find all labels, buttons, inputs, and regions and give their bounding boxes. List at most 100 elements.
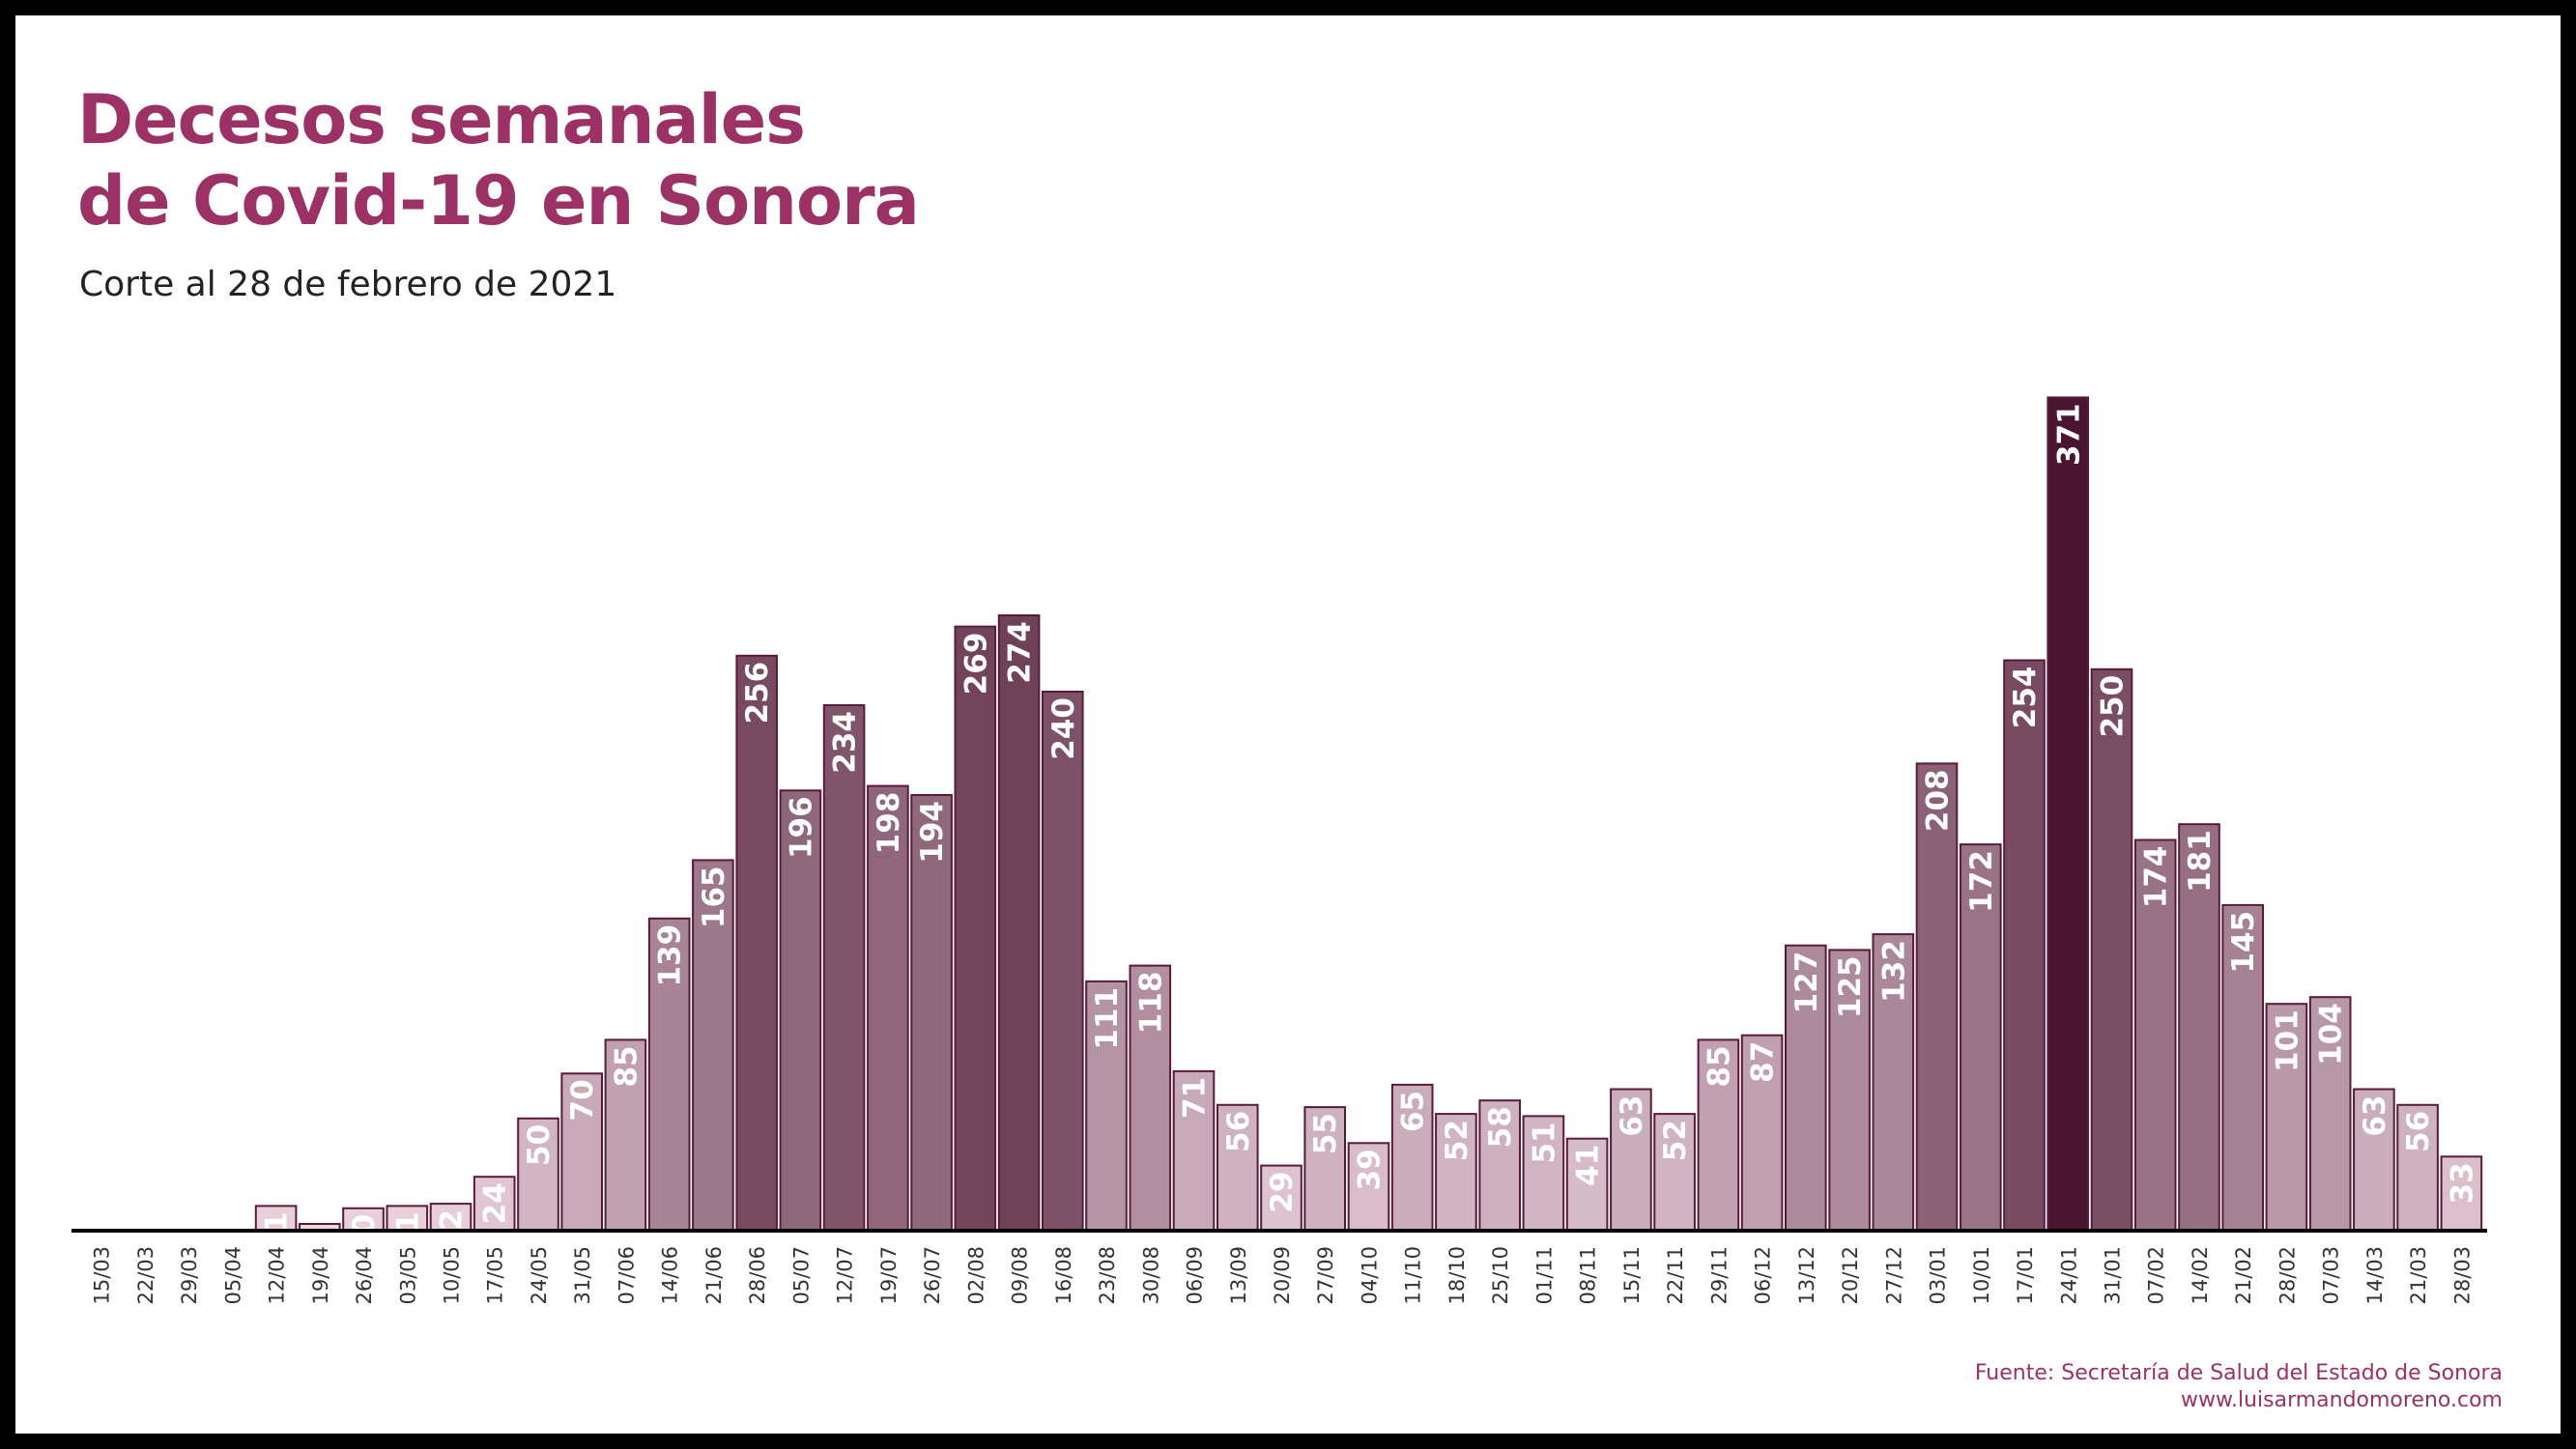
x-tick-label: 02/08 [964,1246,987,1305]
bar-value-label: 63 [1615,1095,1649,1137]
bar-value-label: 181 [2183,830,2218,893]
title-line-2: de Covid-19 en Sonora [77,161,920,241]
x-tick-label: 18/10 [1445,1246,1469,1305]
bar-value-label: 234 [828,711,863,774]
x-tick-label: 09/08 [1009,1246,1032,1305]
x-tick-label: 28/03 [2450,1246,2474,1305]
x-tick-label: 14/03 [2363,1246,2387,1305]
bar-value-label: 56 [2401,1111,2436,1152]
x-tick-label: 10/01 [1970,1246,1993,1305]
bar [2003,659,2046,1232]
bar-value-label: 198 [872,792,906,855]
bar [1085,980,1128,1233]
bar [822,704,866,1232]
bar [2221,903,2264,1233]
bar [735,654,779,1232]
x-tick-label: 05/07 [789,1246,813,1305]
bar-value-label: 41 [1571,1145,1606,1186]
x-tick-label: 01/11 [1532,1246,1556,1305]
bar-value-label: 55 [1308,1113,1343,1154]
bar-value-label: 274 [1003,621,1038,684]
bar-value-label: 111 [1090,987,1125,1050]
x-tick-label: 28/06 [746,1246,769,1305]
bar-value-label: 85 [610,1045,644,1087]
bar-value-label: 10 [347,1214,382,1256]
bar-value-label: 132 [1876,940,1911,1003]
x-tick-label: 20/12 [1839,1246,1862,1305]
website-text: www.luisarmandomoreno.com [2181,1388,2503,1412]
bar-value-label: 65 [1396,1091,1431,1132]
bar [1478,1099,1522,1232]
x-tick-label: 03/05 [396,1246,419,1305]
bar-value-label: 85 [1702,1045,1736,1087]
bar [1435,1113,1477,1232]
bar [1347,1142,1390,1233]
bar [2396,1103,2439,1233]
x-tick-label: 13/12 [1795,1246,1818,1305]
bar-value-label: 39 [1353,1149,1388,1190]
bar [2046,396,2089,1232]
x-tick-label: 25/10 [1489,1246,1512,1305]
x-tick-label: 12/07 [834,1246,857,1305]
x-tick-label: 28/02 [2275,1246,2299,1305]
x-tick-label: 24/01 [2057,1246,2080,1305]
bar-value-label: 87 [1746,1041,1781,1083]
bar-value-label: 50 [522,1124,557,1166]
x-tick-label: 26/04 [353,1246,376,1305]
x-tick-label: 07/03 [2320,1246,2343,1305]
bar-value-label: 194 [915,801,950,864]
x-tick-label: 14/02 [2189,1246,2212,1305]
bar [2265,1003,2308,1233]
bar [386,1205,429,1233]
bar [560,1072,604,1233]
bar [1042,691,1084,1232]
bar-value-label: 371 [2051,403,2086,466]
bar-value-label: 71 [1178,1077,1213,1119]
bar-value-label: 145 [2226,911,2261,974]
bar [1522,1115,1565,1233]
bar-value-label: 254 [2008,667,2043,729]
x-tick-label: 08/11 [1577,1246,1600,1305]
x-tick-label: 29/03 [178,1246,201,1305]
bar [867,784,909,1232]
x-tick-label: 31/05 [571,1246,594,1305]
x-tick-label: 07/06 [615,1246,639,1305]
bar-value-label: 58 [1483,1106,1518,1148]
bar-value-label: 172 [1964,850,1999,913]
source-text: Fuente: Secretaría de Salud del Estado d… [1974,1361,2503,1385]
bar-value-label: 70 [565,1079,600,1121]
bar [1653,1113,1696,1232]
bar [604,1038,647,1233]
x-tick-label: 27/12 [1882,1246,1905,1305]
bar [1390,1083,1434,1233]
bar [2090,668,2133,1233]
bar-value-label: 51 [1527,1122,1561,1163]
bar [254,1205,298,1233]
x-tick-label: 22/03 [134,1246,157,1305]
bar-value-label: 250 [2096,675,2131,738]
bar-value-label: 56 [1221,1111,1256,1152]
x-tick-label: 04/10 [1359,1246,1382,1305]
x-tick-label: 19/04 [309,1246,332,1305]
bar [1915,762,1959,1233]
x-tick-label: 06/09 [1184,1246,1207,1305]
x-tick-label: 26/07 [921,1246,944,1305]
x-tick-label: 15/03 [91,1246,114,1305]
x-tick-label: 19/07 [877,1246,901,1305]
bar [429,1203,472,1232]
x-tick-label: 27/09 [1314,1246,1337,1305]
x-tick-label: 10/05 [441,1246,464,1305]
bar-value-label: 125 [1833,955,1868,1018]
x-tick-label: 21/02 [2232,1246,2255,1305]
bar [692,859,734,1233]
bar [517,1117,559,1233]
bar-value-label: 174 [2139,846,2174,909]
source-note: Fuente: Secretaría de Salud del Estado d… [1975,1360,2503,1414]
bar-value-label: 240 [1046,697,1081,760]
bar [1129,964,1172,1232]
bar-value-label: 52 [1658,1120,1693,1161]
x-tick-label: 31/01 [2102,1246,2125,1305]
bar [1303,1106,1347,1232]
x-tick-label: 21/06 [702,1246,726,1305]
